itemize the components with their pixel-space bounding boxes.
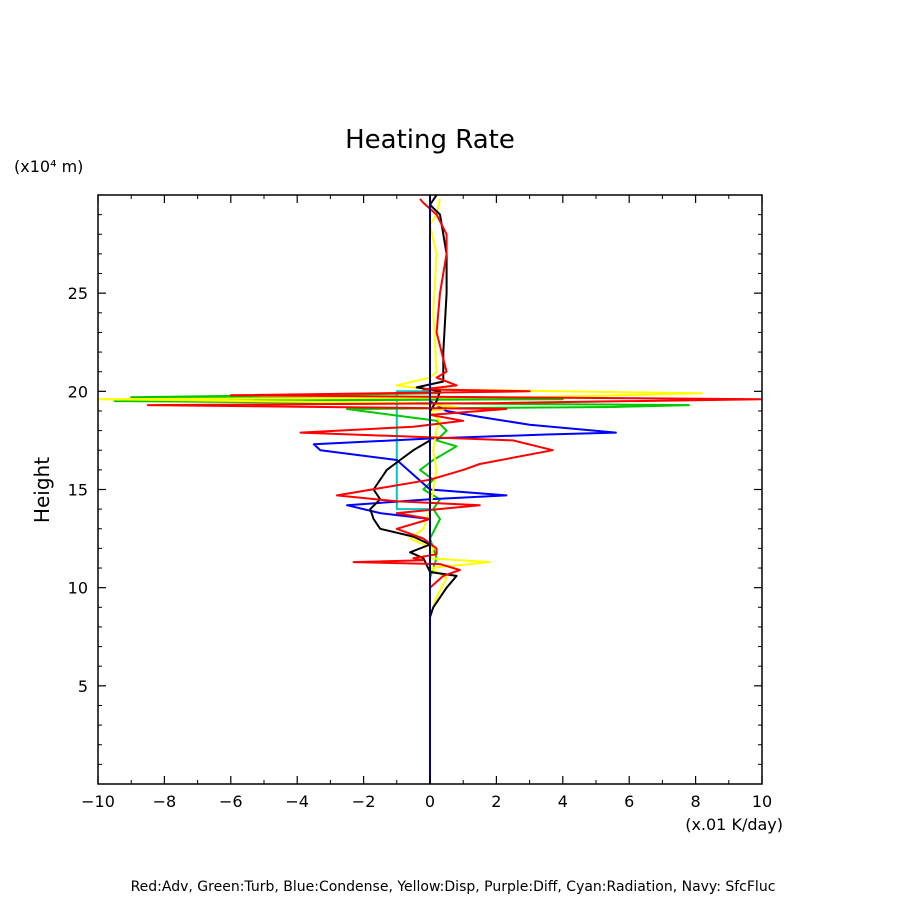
x-tick-label: 4 <box>558 792 568 811</box>
y-axis-title: Height <box>30 457 54 523</box>
x-unit-label: (x.01 K/day) <box>685 815 783 834</box>
x-tick-label: −10 <box>81 792 115 811</box>
y-unit-label: (x10⁴ m) <box>14 157 83 176</box>
y-tick-label: 10 <box>68 579 88 598</box>
x-tick-label: −6 <box>219 792 243 811</box>
series-line-4 <box>369 195 458 618</box>
y-tick-label: 5 <box>78 677 88 696</box>
x-tick-label: 0 <box>425 792 435 811</box>
series-layer <box>98 195 762 784</box>
x-tick-label: 6 <box>624 792 634 811</box>
plot-area: −10 −8 −6 −4 −2 0 2 4 6 8 10 5 10 15 20 25 <box>68 194 772 811</box>
series-line-1 <box>113 195 690 618</box>
y-tick-label: 15 <box>68 481 88 500</box>
x-tick-label: −8 <box>153 792 177 811</box>
series-line-5 <box>146 198 762 618</box>
chart-title: Heating Rate <box>345 125 515 155</box>
y-tick-label: 25 <box>68 284 88 303</box>
y-tick-label: 20 <box>68 382 88 401</box>
x-tick-label: 2 <box>491 792 501 811</box>
x-tick-label: −2 <box>352 792 376 811</box>
tick-layer: −10 −8 −6 −4 −2 0 2 4 6 8 10 5 10 15 20 25 <box>68 195 772 811</box>
legend-text: Red:Adv, Green:Turb, Blue:Condense, Yell… <box>131 879 776 895</box>
x-tick-label: −4 <box>285 792 309 811</box>
series-line-2 <box>312 195 617 618</box>
x-tick-label: 10 <box>752 792 772 811</box>
x-tick-label: 8 <box>691 792 701 811</box>
